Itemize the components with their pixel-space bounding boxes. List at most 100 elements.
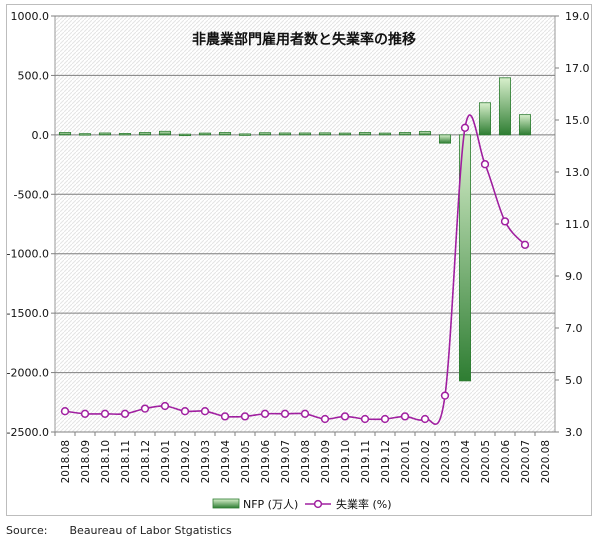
left-tick-label: -2500.0 (7, 426, 49, 439)
nfp-bar (258, 132, 271, 136)
unemployment-point (380, 414, 390, 424)
unemployment-line (60, 114, 530, 425)
unemployment-point (160, 401, 170, 411)
nfp-bar (498, 77, 511, 136)
nfp-bar (318, 132, 331, 136)
source-line: Source: Beaureau of Labor Stgatistics (6, 524, 232, 537)
unemployment-point (100, 409, 110, 418)
nfp-bar (398, 132, 411, 136)
left-tick-label: -500.0 (14, 188, 49, 201)
nfp-bar (418, 131, 431, 136)
nfp-bar (358, 132, 371, 136)
x-tick-label: 2019.06 (260, 440, 272, 484)
unemployment-point (360, 414, 370, 424)
plot-area (54, 15, 556, 433)
nfp-bars (59, 77, 532, 382)
unemployment-point (180, 407, 190, 416)
unemployment-point (500, 217, 510, 226)
left-axis-ticks: 1000.0 500.0 0.0 -500.0 -1000.0 -1500.0 -2000.… (7, 10, 55, 439)
unemployment-point (280, 409, 290, 418)
x-tick-label: 2019.02 (180, 440, 192, 483)
right-tick-label: 9.0 (565, 270, 583, 283)
nfp-bar (158, 130, 171, 136)
x-tick-label: 2020.04 (460, 440, 472, 484)
chart-svg: 1000.0 500.0 0.0 -500.0 -1000.0 -1500.0 -2000.… (7, 10, 590, 511)
nfp-bar (218, 132, 231, 136)
legend-label-nfp: NFP (万人) (243, 498, 298, 511)
x-tick-label: 2020.06 (500, 440, 512, 484)
x-tick-label: 2019.01 (160, 440, 172, 483)
nfp-bar (79, 133, 92, 136)
right-axis-ticks: 19.0 17.0 15.0 13.0 11.0 9.0 7.0 5.0 3.0 (555, 10, 590, 439)
nfp-bar (59, 132, 72, 136)
nfp-bar (278, 132, 291, 136)
legend: NFP (万人) 失業率 (%) (212, 497, 392, 511)
x-tick-label: 2018.12 (140, 440, 152, 483)
nfp-bar (458, 134, 471, 382)
x-tick-label: 2019.04 (220, 440, 232, 484)
nfp-bar (478, 102, 491, 136)
x-tick-label: 2019.07 (280, 440, 292, 483)
x-tick-label: 2020.02 (420, 440, 432, 483)
legend-label-unemployment: 失業率 (%) (336, 497, 392, 511)
nfp-bar (238, 133, 251, 136)
unemployment-point (120, 409, 130, 418)
unemployment-point (320, 414, 330, 424)
nfp-bar (138, 132, 151, 136)
right-tick-label: 3.0 (565, 426, 583, 439)
x-tick-label: 2019.08 (300, 440, 312, 483)
x-tick-label: 2020.07 (520, 440, 532, 483)
unemployment-point (480, 160, 490, 169)
unemployment-point (520, 240, 530, 249)
nfp-bar (298, 132, 311, 136)
unemployment-point (240, 412, 250, 421)
unemployment-point (420, 414, 430, 424)
x-tick-label: 2018.08 (60, 440, 72, 483)
nfp-bar (378, 132, 391, 136)
right-tick-label: 13.0 (565, 166, 590, 179)
right-tick-label: 19.0 (565, 10, 590, 23)
left-tick-label: 0.0 (32, 129, 50, 142)
unemployment-point (140, 404, 150, 413)
x-tick-label: 2020.01 (400, 440, 412, 483)
unemployment-point (220, 412, 230, 421)
unemployment-point (440, 391, 450, 400)
nfp-bar (438, 134, 451, 144)
right-tick-label: 15.0 (565, 114, 590, 127)
x-axis-ticks: 2018.08 2018.09 2018.10 2018.11 2018.12 2019.… (54, 432, 552, 484)
nfp-bar (198, 132, 211, 136)
x-tick-label: 2018.10 (100, 440, 112, 483)
unemployment-point (340, 412, 350, 421)
legend-swatch-marker (313, 499, 323, 509)
x-tick-label: 2018.11 (120, 440, 132, 483)
source-text: Beaureau of Labor Stgatistics (69, 524, 232, 537)
right-tick-label: 17.0 (565, 62, 590, 75)
left-tick-label: -1500.0 (7, 307, 49, 320)
x-tick-label: 2019.09 (320, 440, 332, 483)
x-tick-label: 2018.09 (80, 440, 92, 483)
unemployment-point (200, 407, 210, 416)
unemployment-point (260, 409, 270, 418)
chart-title: 非農業部門雇用者数と失業率の推移 (192, 31, 416, 48)
nfp-bar (338, 132, 351, 136)
nfp-bar (178, 133, 191, 137)
x-tick-label: 2019.11 (360, 440, 372, 483)
unemployment-point (60, 407, 70, 416)
source-label: Source: (6, 524, 48, 537)
x-tick-label: 2020.03 (440, 440, 452, 483)
x-tick-label: 2019.05 (240, 440, 252, 483)
unemployment-point (300, 409, 310, 418)
x-tick-label: 2019.10 (340, 440, 352, 483)
left-tick-label: -1000.0 (7, 248, 49, 261)
unemployment-point (460, 123, 470, 132)
unemployment-point (80, 409, 90, 418)
x-tick-label: 2019.03 (200, 440, 212, 483)
nfp-bar (99, 132, 112, 136)
unemployment-point (400, 412, 410, 421)
left-tick-label: -2000.0 (7, 367, 49, 380)
nfp-bar (519, 114, 532, 136)
nfp-bar (119, 133, 132, 136)
right-tick-label: 7.0 (565, 322, 583, 335)
right-tick-label: 11.0 (565, 218, 590, 231)
grid-lines (55, 15, 555, 433)
